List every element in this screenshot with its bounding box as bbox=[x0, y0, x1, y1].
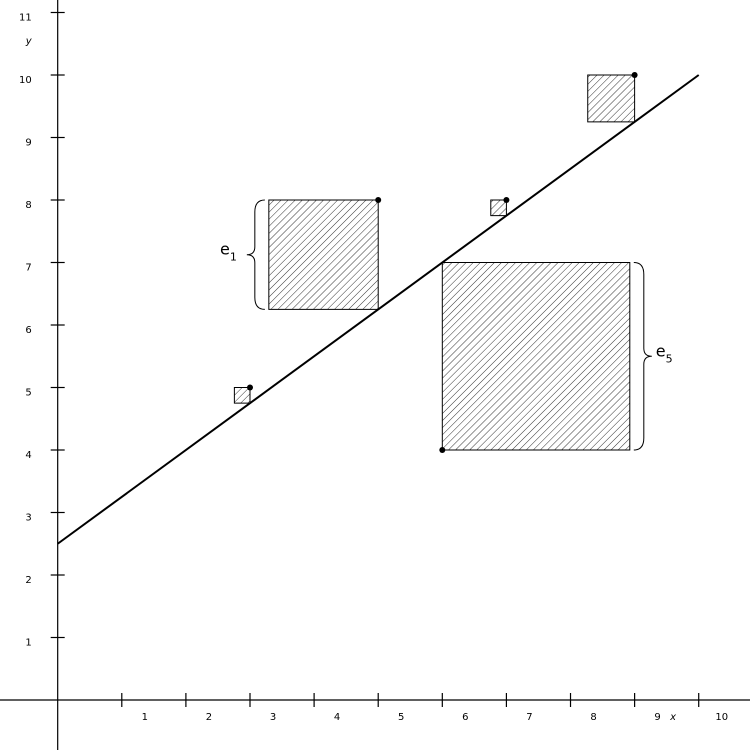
x-tick-label: 10 bbox=[715, 712, 728, 723]
x-tick-label: 6 bbox=[462, 712, 468, 723]
residual-brace bbox=[246, 199, 265, 310]
y-tick-label: 6 bbox=[25, 325, 31, 336]
x-tick-label: 7 bbox=[526, 712, 532, 723]
x-tick-label: 8 bbox=[590, 712, 596, 723]
regression-line bbox=[57, 74, 700, 545]
y-tick-label: 2 bbox=[25, 575, 31, 586]
x-tick-label: 3 bbox=[270, 712, 276, 723]
y-tick-label: 10 bbox=[19, 75, 32, 86]
residual-square bbox=[268, 199, 379, 310]
x-tick-label: 9 bbox=[654, 712, 660, 723]
residual-square bbox=[233, 387, 251, 404]
residual-label: e5 bbox=[656, 341, 673, 365]
x-axis-label: x bbox=[669, 712, 676, 723]
residual-square bbox=[587, 74, 636, 123]
residual-label-subscript: 1 bbox=[230, 251, 237, 264]
data-point bbox=[375, 197, 382, 203]
data-point bbox=[247, 384, 253, 391]
x-tick-label: 4 bbox=[334, 712, 340, 723]
data-point bbox=[503, 197, 510, 203]
y-axis-label: y bbox=[25, 36, 33, 47]
x-tick-label: 2 bbox=[206, 712, 212, 723]
y-tick-label: 8 bbox=[25, 200, 31, 211]
x-tick-label: 5 bbox=[398, 712, 404, 723]
residual-brace bbox=[633, 262, 652, 451]
residual-square bbox=[441, 262, 631, 451]
data-point bbox=[439, 447, 446, 453]
x-tick-label: 1 bbox=[142, 712, 148, 723]
y-tick-label: 3 bbox=[25, 513, 31, 524]
y-tick-label: 4 bbox=[25, 450, 31, 461]
data-point bbox=[631, 72, 638, 78]
y-tick-label: 1 bbox=[25, 638, 31, 649]
y-tick-label: 9 bbox=[25, 138, 31, 149]
residual-label-subscript: 5 bbox=[666, 352, 673, 365]
residual-label: e1 bbox=[220, 240, 237, 264]
residual-square bbox=[490, 199, 507, 217]
y-tick-label: 5 bbox=[25, 388, 31, 399]
y-tick-label: 7 bbox=[25, 263, 31, 274]
y-tick-label: 11 bbox=[19, 13, 32, 24]
